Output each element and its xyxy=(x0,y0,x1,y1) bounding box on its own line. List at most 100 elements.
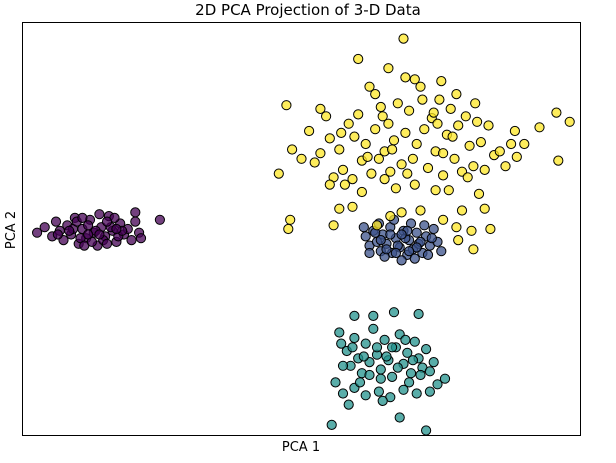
scatter-point xyxy=(419,220,430,231)
scatter-point xyxy=(388,307,400,318)
scatter-point xyxy=(462,172,473,183)
scatter-point xyxy=(354,377,366,388)
scatter-point xyxy=(424,386,435,397)
scatter-point xyxy=(394,412,405,423)
scatter-point xyxy=(479,164,490,175)
x-axis-label: PCA 1 xyxy=(281,440,321,455)
scatter-point xyxy=(472,116,483,127)
plot-frame xyxy=(22,22,581,436)
scatter-point xyxy=(383,63,394,74)
scatter-point xyxy=(83,229,94,240)
scatter-point xyxy=(422,249,434,260)
scatter-point xyxy=(390,247,401,259)
scatter-point xyxy=(453,235,464,246)
scatter-point xyxy=(443,185,454,196)
scatter-point xyxy=(375,235,386,246)
scatter-point xyxy=(347,201,358,212)
scatter-point xyxy=(337,360,349,371)
scatter-point xyxy=(479,203,490,214)
scatter-point xyxy=(379,174,390,185)
scatter-point xyxy=(304,125,315,137)
scatter-point xyxy=(438,170,449,181)
scatter-point xyxy=(349,310,360,321)
scatter-point xyxy=(390,183,401,194)
scatter-point xyxy=(360,138,371,150)
scatter-point xyxy=(402,347,413,358)
scatter-point xyxy=(347,174,358,185)
scatter-point xyxy=(415,81,426,92)
scatter-point xyxy=(483,120,494,131)
scatter-point xyxy=(377,395,388,406)
scatter-point xyxy=(360,338,371,349)
scatter-point xyxy=(77,212,88,223)
scatter-point xyxy=(404,377,415,388)
scatter-point xyxy=(388,135,400,146)
scatter-point xyxy=(366,168,377,179)
scatter-point xyxy=(551,107,562,118)
scatter-point xyxy=(456,205,468,216)
scatter-point xyxy=(468,244,479,255)
scatter-point xyxy=(387,371,398,382)
scatter-point xyxy=(434,94,445,105)
scatter-point xyxy=(334,203,345,214)
scatter-point xyxy=(436,76,447,87)
scatter-point xyxy=(475,137,486,148)
scatter-point xyxy=(364,81,375,92)
scatter-point xyxy=(94,229,105,240)
scatter-point xyxy=(460,111,471,122)
scatter-point xyxy=(553,155,564,166)
scatter-point xyxy=(415,205,426,216)
scatter-point xyxy=(438,148,449,159)
scatter-point xyxy=(500,161,511,172)
scatter-point xyxy=(511,151,522,162)
scatter-point xyxy=(424,366,435,377)
scatter-point xyxy=(407,153,418,164)
scatter-point xyxy=(411,227,422,238)
scatter-point xyxy=(400,334,411,345)
scatter-point xyxy=(353,53,364,65)
scatter-point xyxy=(473,188,485,199)
scatter-point xyxy=(324,179,335,190)
scatter-point xyxy=(451,222,462,233)
scatter-point xyxy=(50,216,62,227)
scatter-point xyxy=(432,379,443,390)
scatter-point xyxy=(447,131,458,142)
scatter-point xyxy=(381,351,392,362)
scatter-point xyxy=(126,235,137,246)
scatter-point xyxy=(409,179,420,190)
scatter-point xyxy=(398,384,409,395)
scatter-point xyxy=(405,368,417,379)
points-layer xyxy=(32,33,575,436)
scatter-point xyxy=(436,246,447,257)
scatter-point xyxy=(385,211,396,222)
scatter-point xyxy=(370,124,381,135)
scatter-point xyxy=(64,225,75,236)
scatter-point xyxy=(343,118,354,129)
scatter-point xyxy=(330,377,341,388)
scatter-point xyxy=(337,164,349,175)
scatter-point xyxy=(407,355,418,366)
scatter-point xyxy=(324,133,335,144)
scatter-point xyxy=(451,89,462,100)
scatter-point xyxy=(417,94,428,105)
scatter-point xyxy=(396,255,407,266)
scatter-point xyxy=(130,207,141,218)
scatter-point xyxy=(373,153,384,164)
scatter-point xyxy=(485,223,496,235)
scatter-point xyxy=(334,327,345,338)
scatter-point xyxy=(430,185,441,196)
scatter-point xyxy=(409,253,420,264)
scatter-point xyxy=(564,116,575,127)
scatter-point xyxy=(347,342,358,353)
scatter-point xyxy=(411,388,422,399)
scatter-point xyxy=(402,168,413,179)
scatter-point xyxy=(281,100,292,111)
scatter-point xyxy=(392,98,403,109)
scatter-point xyxy=(449,153,460,164)
scatter-point xyxy=(315,103,326,115)
scatter-point xyxy=(370,89,381,100)
scatter-point xyxy=(285,214,296,225)
scatter-point xyxy=(445,103,456,115)
scatter-point xyxy=(334,144,345,155)
scatter-point xyxy=(534,122,545,133)
